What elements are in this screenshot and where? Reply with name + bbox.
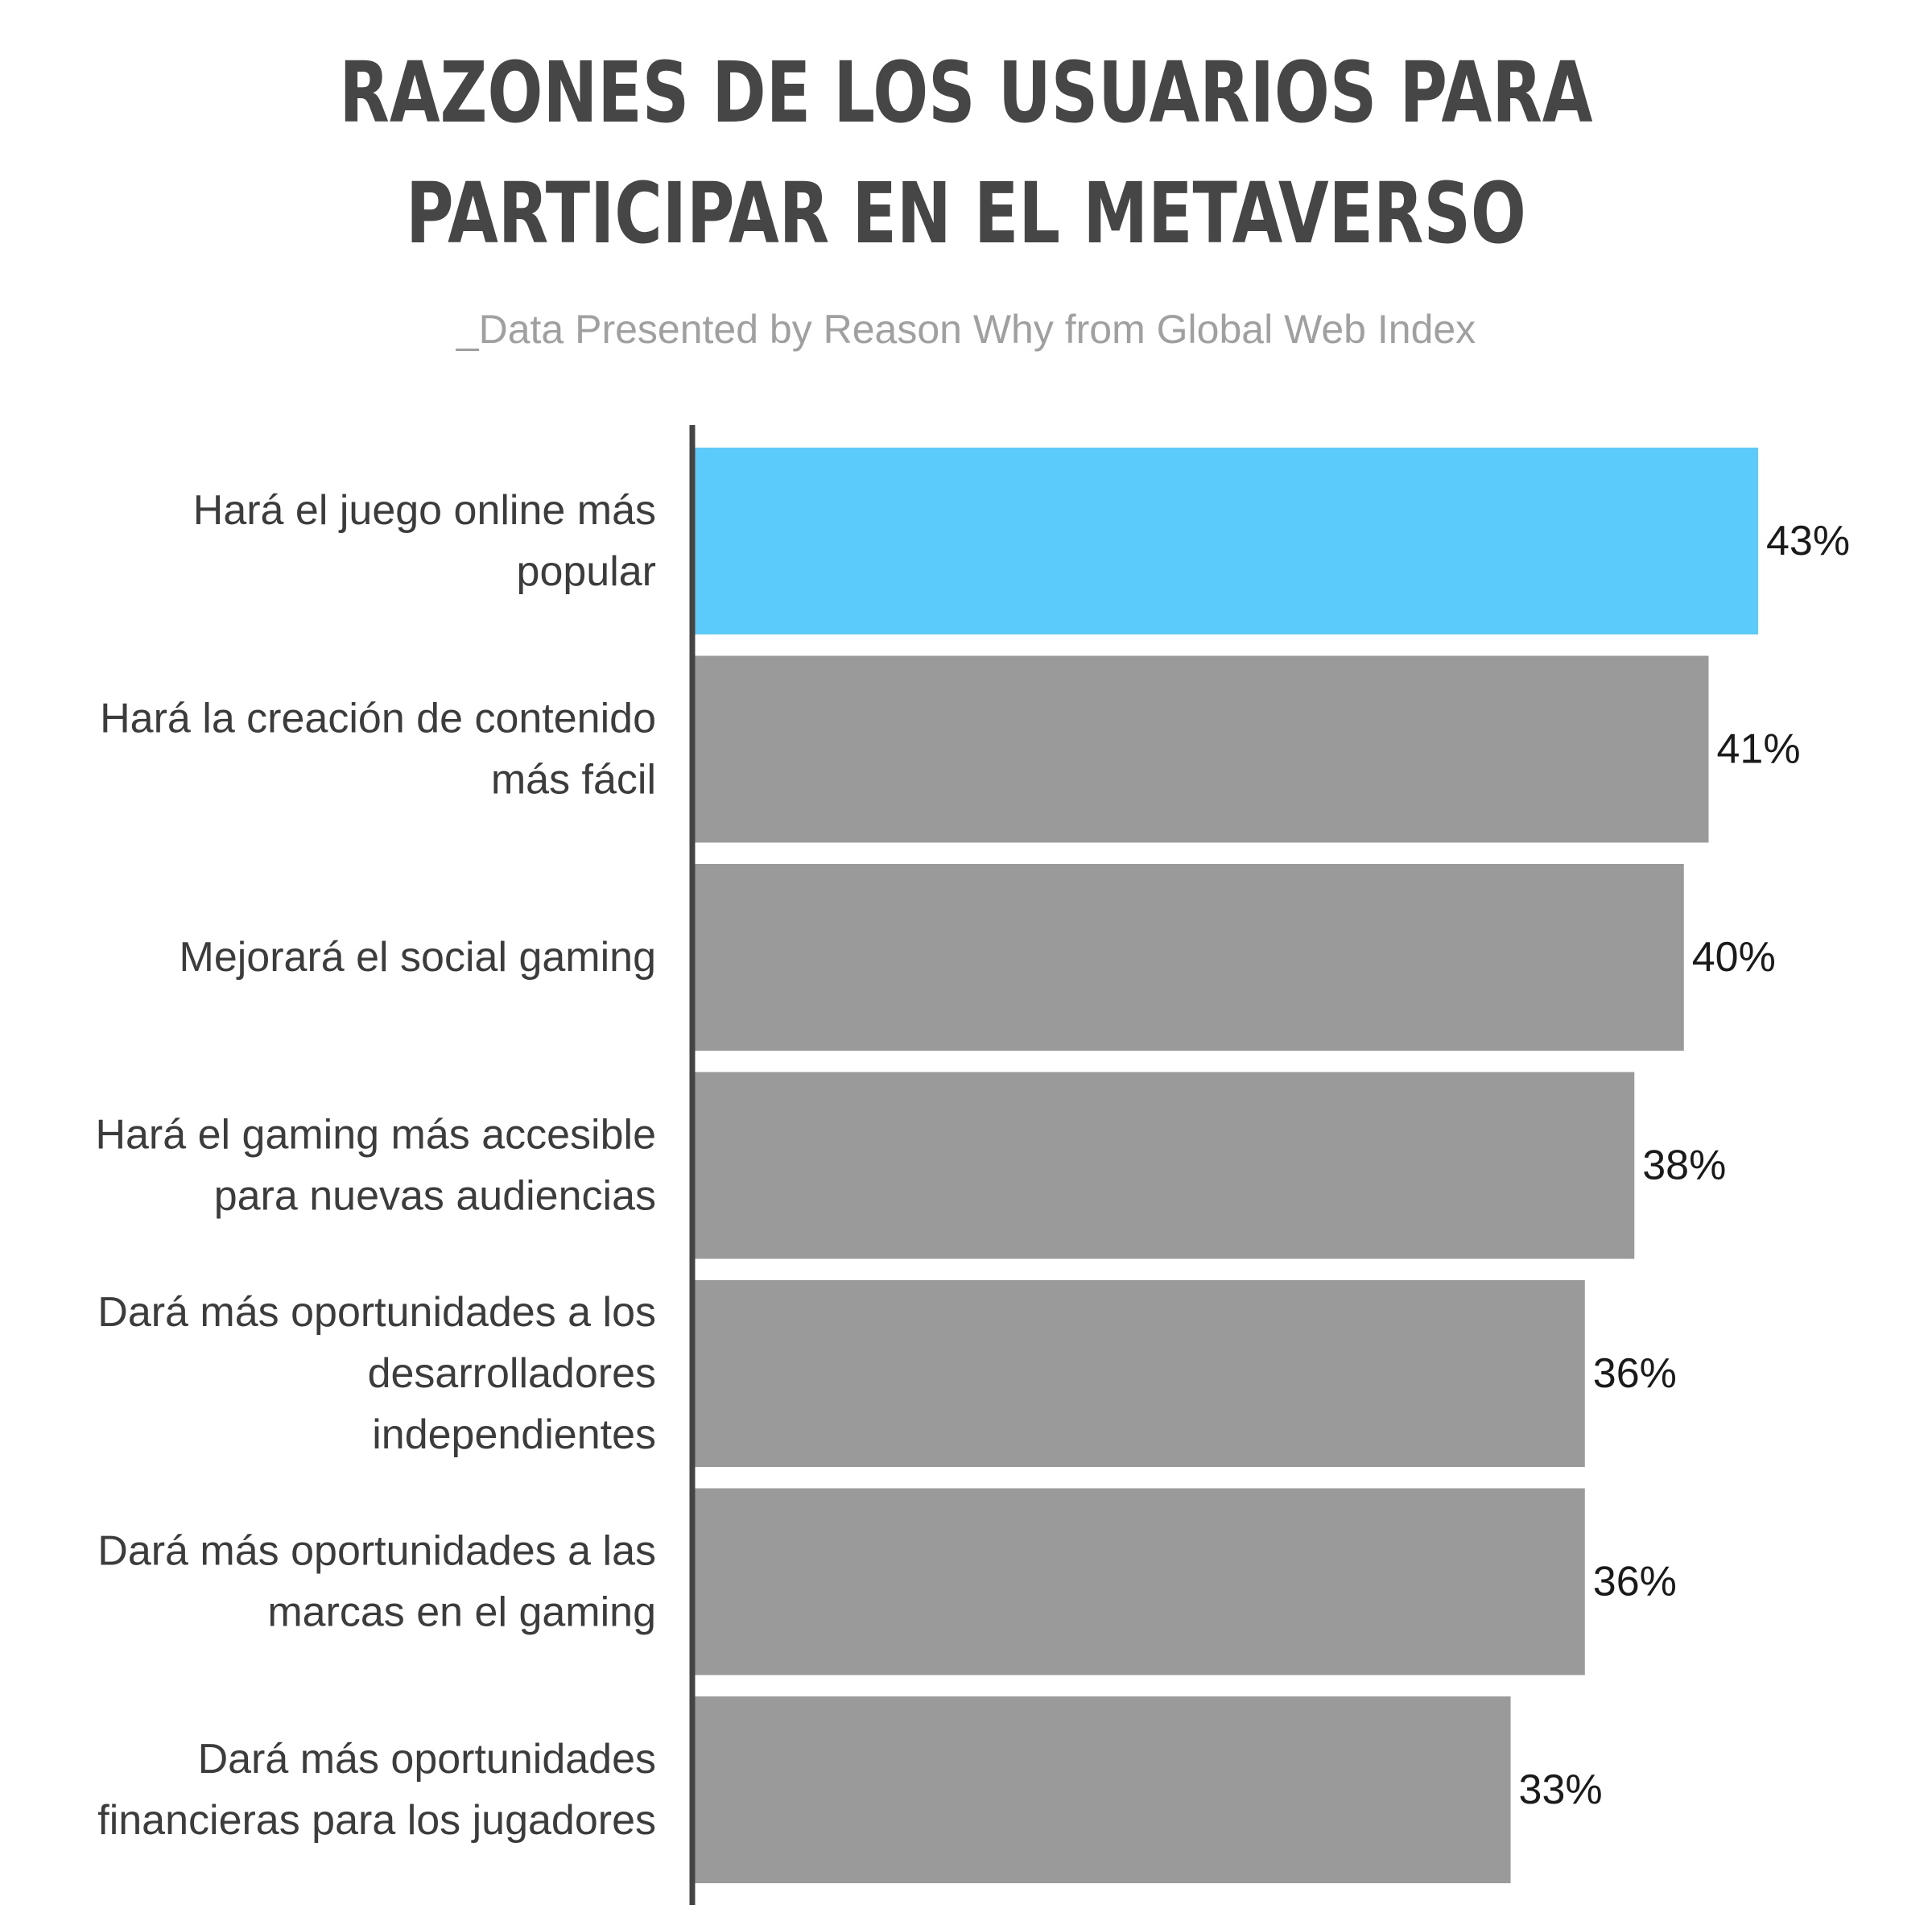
chart-title: RAZONES DE LOS USUARIOS PARA PARTICIPAR … [0, 32, 1932, 274]
value-label-4: 38% [1642, 1142, 1726, 1189]
value-label-1: 43% [1766, 518, 1850, 564]
category-label-7-line-2: financieras para los jugadores [97, 1797, 656, 1844]
category-label-5: Dará más oportunidades a los desarrollado… [97, 1289, 656, 1458]
category-label-2-line-2: más fácil [491, 757, 656, 804]
category-label-4-line-1: Hará el gaming más accesible [95, 1112, 656, 1159]
category-label-6-line-2: marcas en el gaming [267, 1589, 656, 1636]
value-label-7: 33% [1519, 1766, 1603, 1813]
bar-6 [694, 1488, 1585, 1675]
category-label-4: Hará el gaming más accesible para nuevas … [95, 1112, 656, 1220]
chart-subtitle: _Data Presented by Reason Why from Globa… [456, 307, 1476, 352]
bar-3 [694, 864, 1684, 1051]
value-label-6: 36% [1593, 1559, 1677, 1605]
bar-1 [694, 448, 1758, 634]
category-label-4-line-2: para nuevas audiencias [214, 1173, 656, 1220]
category-label-3: Mejorará el social gaming [180, 934, 657, 981]
chart-title-line-1: RAZONES DE LOS USUARIOS PARA [339, 43, 1593, 142]
category-label-7: Dará más oportunidades financieras para l… [97, 1736, 656, 1844]
category-label-1-line-1: Hará el juego online más [193, 487, 656, 534]
bar-4 [694, 1072, 1635, 1259]
category-label-1-line-2: popular [517, 548, 656, 595]
value-label-3: 40% [1692, 934, 1776, 981]
bar-5 [694, 1280, 1585, 1467]
bar-7 [694, 1696, 1511, 1883]
category-label-6-line-1: Dará más oportunidades a las [97, 1528, 656, 1575]
value-label-2: 41% [1717, 726, 1801, 773]
category-label-2: Hará la creación de contenido más fácil [100, 696, 656, 804]
category-label-5-line-2: desarrolladores [368, 1350, 656, 1397]
category-label-5-line-3: independientes [372, 1411, 656, 1458]
bar-2 [694, 655, 1709, 843]
value-labels: 43% 41% 40% 38% 36% 36% 33% [1519, 518, 1851, 1813]
category-label-3-line-1: Mejorará el social gaming [180, 934, 657, 981]
category-label-7-line-1: Dará más oportunidades [198, 1736, 656, 1783]
chart-title-line-2: PARTICIPAR EN EL METAVERSO [406, 164, 1526, 262]
category-labels: Hará el juego online más popular Hará la c… [95, 487, 656, 1844]
value-label-5: 36% [1593, 1350, 1677, 1397]
category-label-6: Dará más oportunidades a las marcas en el… [97, 1528, 656, 1636]
bars-group [694, 448, 1758, 1883]
category-label-5-line-1: Dará más oportunidades a los [97, 1289, 656, 1336]
category-label-1: Hará el juego online más popular [193, 487, 656, 595]
category-label-2-line-1: Hará la creación de contenido [100, 696, 656, 742]
